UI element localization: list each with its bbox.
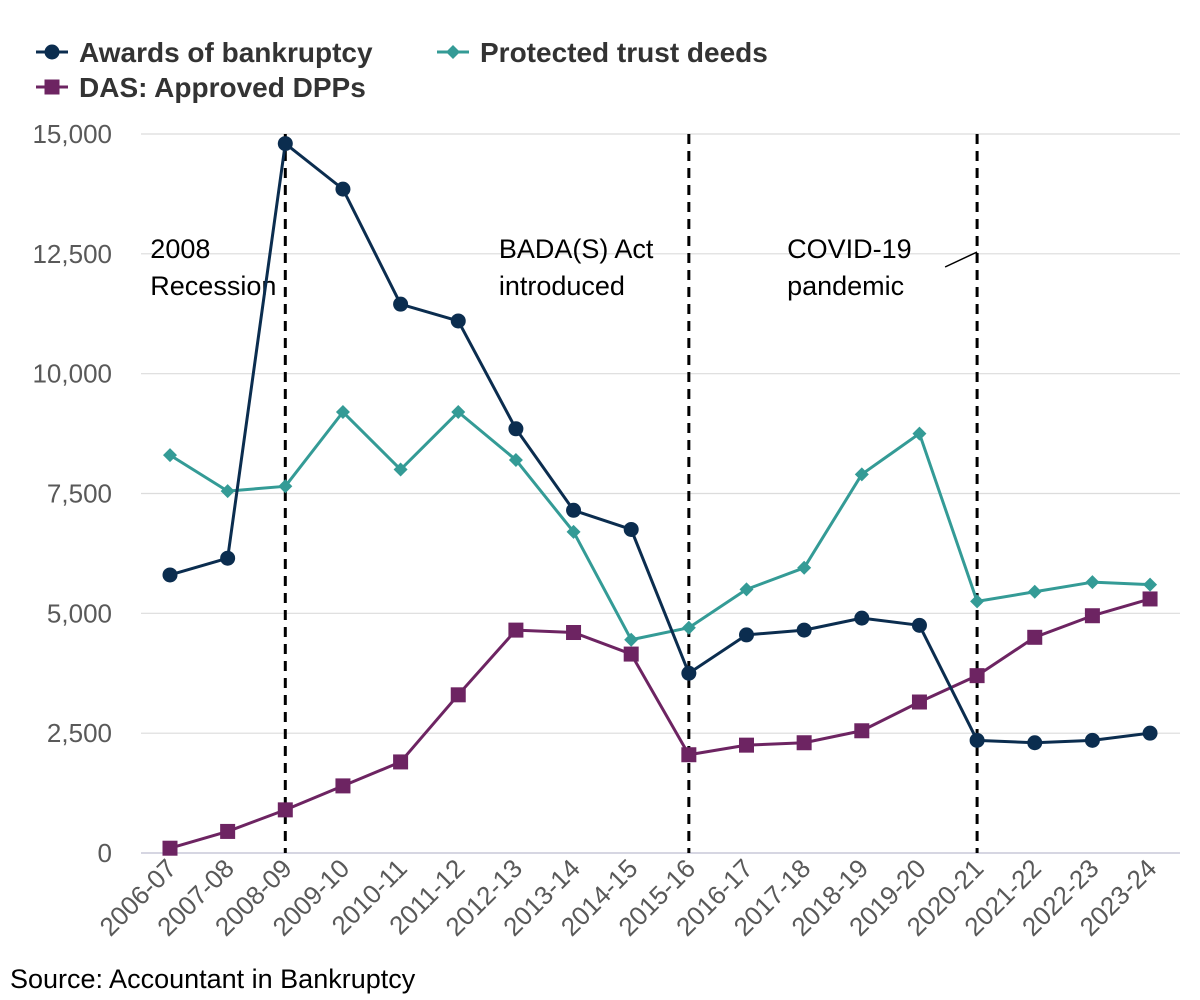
data-point xyxy=(335,181,351,197)
data-point xyxy=(393,296,409,312)
annotation-line-2: Recession xyxy=(150,271,276,301)
legend-label: Awards of bankruptcy xyxy=(79,37,373,68)
data-point xyxy=(681,665,697,681)
data-point xyxy=(450,687,466,703)
data-point xyxy=(1027,584,1042,599)
x-axis: 2006-072007-082008-092009-102010-112011-… xyxy=(94,853,1163,942)
data-point xyxy=(796,735,812,751)
data-point xyxy=(969,668,985,684)
data-point xyxy=(1142,591,1158,607)
data-point xyxy=(1143,577,1158,592)
data-point xyxy=(623,521,639,537)
data-point xyxy=(451,405,466,420)
data-point xyxy=(1084,608,1100,624)
data-point xyxy=(163,448,177,463)
data-point xyxy=(739,582,754,597)
annotation-line-1: BADA(S) Act xyxy=(499,234,654,264)
y-tick-label: 5,000 xyxy=(47,598,112,628)
legend-item: DAS: Approved DPPs xyxy=(36,72,366,103)
data-point xyxy=(277,802,293,818)
y-tick-label: 12,500 xyxy=(32,239,112,269)
data-point xyxy=(44,44,60,60)
data-point xyxy=(796,622,812,638)
annotation-line-1: COVID-19 xyxy=(787,234,912,264)
data-series xyxy=(162,136,1158,856)
data-point xyxy=(508,622,524,638)
y-tick-label: 7,500 xyxy=(47,479,112,509)
data-point xyxy=(623,646,639,662)
annotation-line-2: introduced xyxy=(499,271,625,301)
legend-label: DAS: Approved DPPs xyxy=(79,72,366,103)
data-point xyxy=(624,632,639,647)
data-point xyxy=(566,524,581,539)
data-point xyxy=(393,462,408,477)
data-point xyxy=(220,823,236,839)
data-point xyxy=(566,502,582,518)
data-point xyxy=(739,627,754,643)
annotation-leader xyxy=(944,251,978,268)
data-point xyxy=(566,625,582,641)
source-note: Source: Accountant in Bankruptcy xyxy=(10,964,416,994)
data-point xyxy=(681,620,696,635)
data-point xyxy=(220,484,235,499)
data-point xyxy=(450,313,466,329)
data-point xyxy=(335,405,350,420)
data-point xyxy=(854,467,869,482)
series-line xyxy=(169,410,1151,642)
data-point xyxy=(393,754,409,770)
y-tick-label: 10,000 xyxy=(32,359,112,389)
data-point xyxy=(1085,575,1100,590)
data-point xyxy=(1027,735,1043,751)
data-point xyxy=(969,732,985,748)
annotation-line-2: pandemic xyxy=(787,271,904,301)
data-point xyxy=(508,421,524,437)
data-point xyxy=(162,567,178,583)
data-point xyxy=(1142,725,1158,741)
data-point xyxy=(797,560,812,575)
data-point xyxy=(278,479,293,494)
event-markers: 2008 Recession BADA(S) Act introduced COVID-… xyxy=(150,134,979,853)
data-point xyxy=(277,136,293,152)
legend-item: Awards of bankruptcy xyxy=(36,37,373,68)
data-point xyxy=(446,45,460,59)
series-das-approved-dpps xyxy=(162,591,1158,856)
data-point xyxy=(739,737,754,753)
legend-label: Protected trust deeds xyxy=(480,37,768,68)
y-tick-label: 0 xyxy=(98,838,112,868)
data-point xyxy=(911,694,927,710)
data-point xyxy=(1084,732,1100,748)
legend-item: Protected trust deeds xyxy=(437,37,768,68)
data-point xyxy=(854,610,870,626)
data-point xyxy=(970,594,985,609)
data-point xyxy=(912,426,927,441)
data-point xyxy=(220,550,236,566)
data-point xyxy=(854,723,870,739)
series-line xyxy=(169,142,1151,745)
y-axis: 0 2,500 5,000 7,500 10,000 12,500 15,000 xyxy=(32,119,112,868)
y-tick-label: 2,500 xyxy=(47,718,112,748)
gridlines xyxy=(141,133,1180,854)
data-point xyxy=(911,617,927,633)
data-point xyxy=(335,778,351,794)
series-protected-trust-deeds xyxy=(163,405,1158,647)
data-point xyxy=(681,747,697,763)
data-point xyxy=(508,452,523,467)
data-point xyxy=(162,840,178,856)
y-tick-label: 15,000 xyxy=(32,119,112,149)
data-point xyxy=(1027,629,1043,645)
series-awards-of-bankruptcy xyxy=(162,136,1158,751)
annotation-line-1: 2008 xyxy=(150,234,210,264)
data-point xyxy=(44,79,60,95)
series-line xyxy=(169,597,1151,850)
legend: Awards of bankruptcy Protected trust deed… xyxy=(36,37,768,103)
